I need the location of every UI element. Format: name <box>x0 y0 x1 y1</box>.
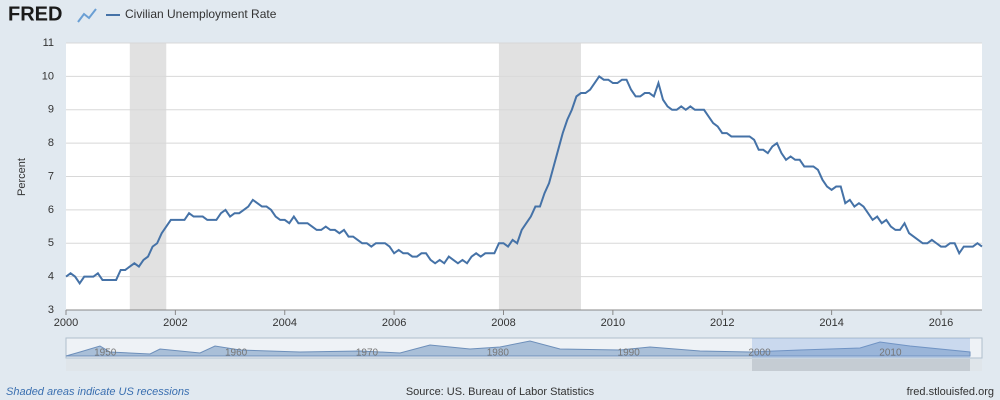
navigator-label: 1960 <box>225 348 248 359</box>
y-tick-label: 3 <box>48 304 54 316</box>
navigator-selection <box>752 338 970 358</box>
y-tick-label: 4 <box>48 271 54 283</box>
logo: FRED <box>8 3 62 25</box>
x-tick-label: 2010 <box>601 317 625 329</box>
navigator-label: 1950 <box>94 348 117 359</box>
logo-icon <box>77 8 97 23</box>
navigator-label: 2000 <box>748 348 771 359</box>
x-tick-label: 2008 <box>491 317 515 329</box>
x-tick-label: 2000 <box>54 317 78 329</box>
x-tick-label: 2002 <box>163 317 187 329</box>
navigator-area <box>65 340 971 357</box>
navigator: 1950 1960 1970 1980 1990 2000 2010 <box>65 337 983 371</box>
x-tick-label: 2014 <box>819 317 843 329</box>
x-tick-label: 2012 <box>710 317 734 329</box>
y-tick-label: 5 <box>48 237 54 249</box>
y-tick-label: 8 <box>48 137 54 149</box>
x-tick-label: 2006 <box>382 317 406 329</box>
y-tick-label: 11 <box>43 37 54 49</box>
y-axis-label: Percent <box>16 158 28 196</box>
series-line <box>65 74 983 286</box>
scrollbar-thumb[interactable] <box>752 359 970 371</box>
navigator-label: 1970 <box>356 348 379 359</box>
navigator-label: 1980 <box>487 348 510 359</box>
navigator-label: 1990 <box>618 348 641 359</box>
navigator-label: 2010 <box>879 348 902 359</box>
source: Source: US. Bureau of Labor Statistics <box>406 386 595 398</box>
x-tick-label: 2004 <box>273 317 297 329</box>
legend-label: Civilian Unemployment Rate <box>125 7 277 21</box>
y-tick-label: 10 <box>42 70 54 82</box>
y-tick-label: 9 <box>48 104 54 116</box>
y-tick-label: 7 <box>48 170 54 182</box>
y-tick-label: 6 <box>48 204 54 216</box>
site: fred.stlouisfed.org <box>907 386 994 398</box>
recession-note: Shaded areas indicate US recessions <box>6 386 190 398</box>
x-tick-label: 2016 <box>929 317 953 329</box>
